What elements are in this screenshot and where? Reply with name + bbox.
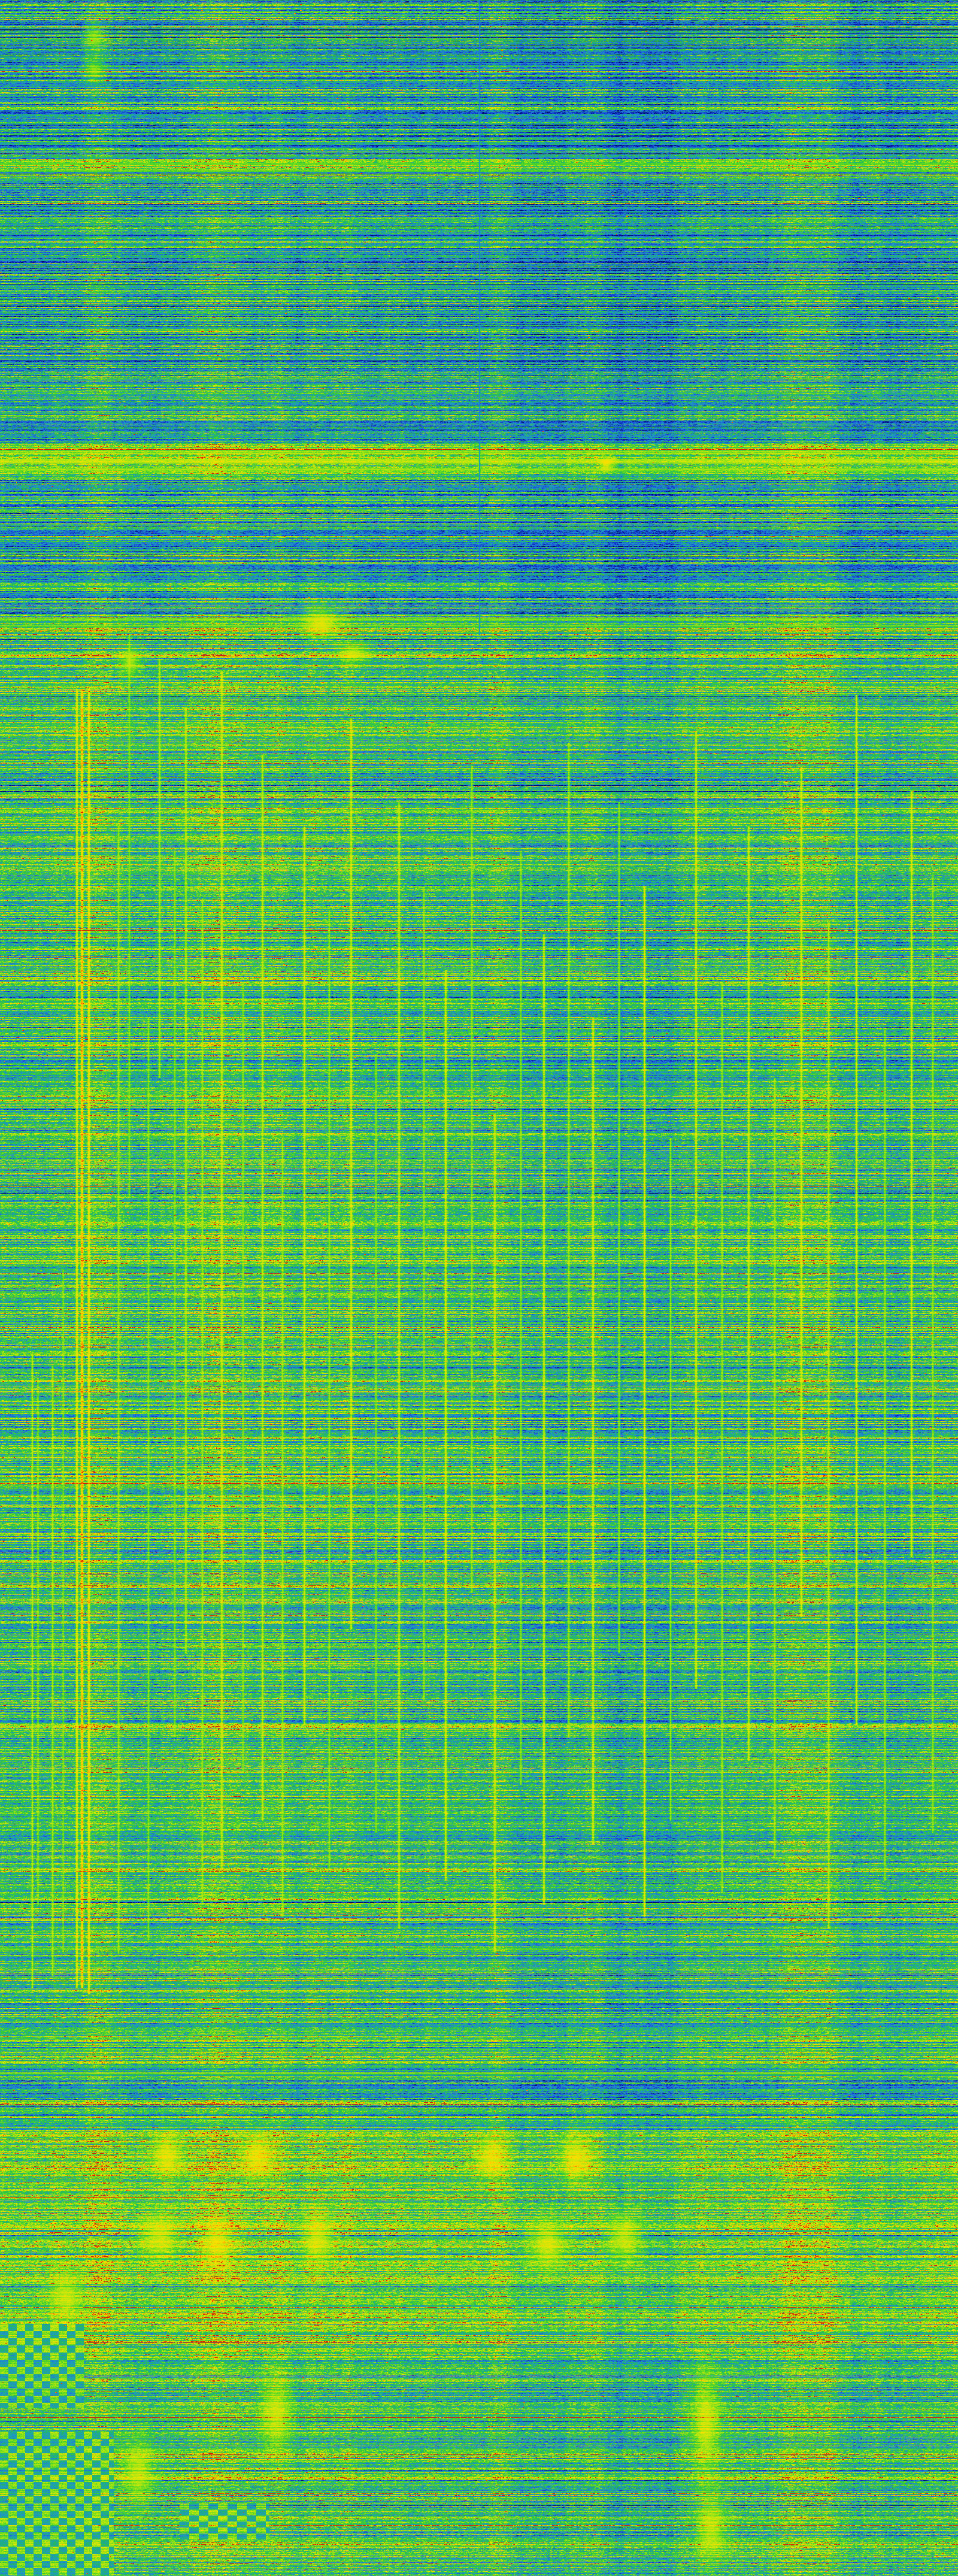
heatmap-canvas	[0, 0, 958, 2576]
heatmap-figure: jet-like	[0, 0, 958, 2576]
